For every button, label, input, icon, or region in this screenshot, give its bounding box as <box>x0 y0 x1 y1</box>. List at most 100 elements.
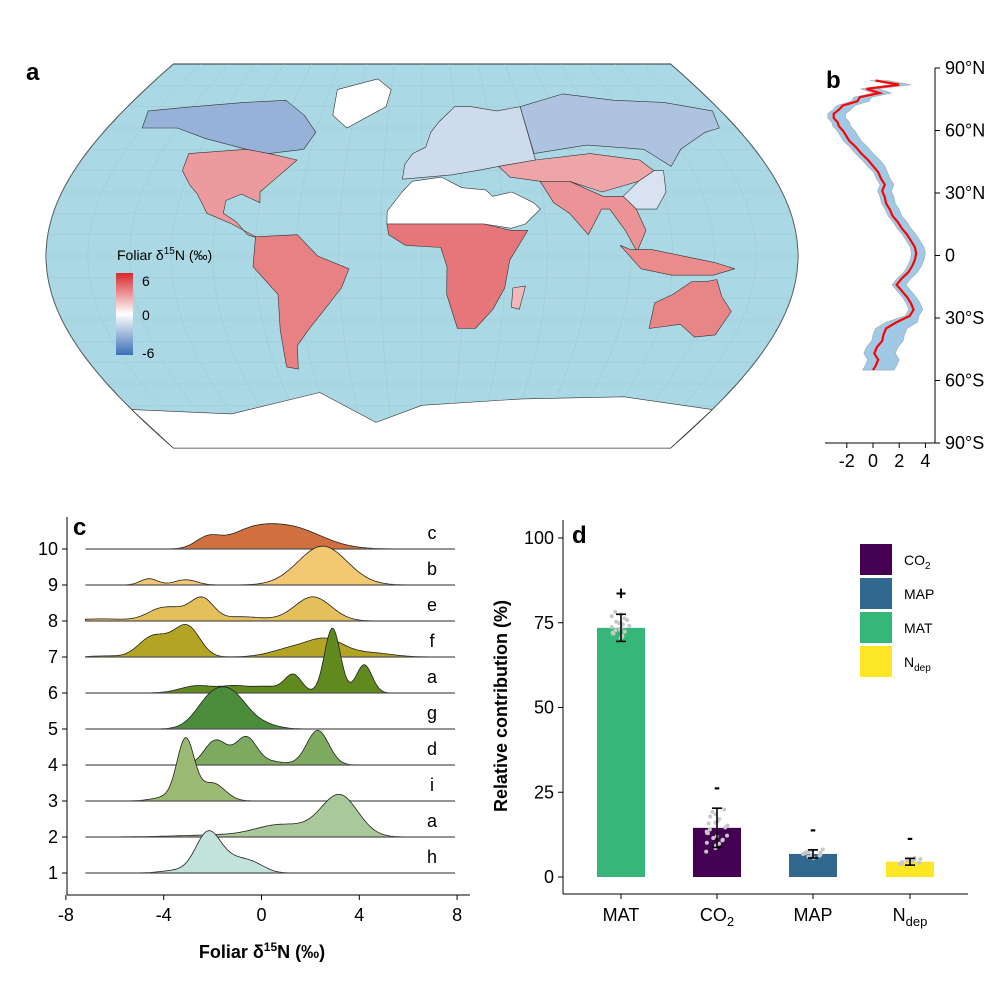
legend-entry: CO2 <box>860 544 931 575</box>
land-south-america <box>252 234 350 370</box>
d-x-tick: MAT <box>603 894 640 925</box>
svg-text:5: 5 <box>48 719 58 739</box>
svg-text:4: 4 <box>48 755 58 775</box>
latitude-uncertainty-band <box>827 80 926 371</box>
b-y-tick: 90°N <box>935 58 985 78</box>
svg-text:0: 0 <box>256 905 266 925</box>
colorbar-tick-min: -6 <box>142 345 155 361</box>
d-x-tick: MAP <box>793 894 833 925</box>
b-y-ticks: 90°N 60°N 30°N 0 30°S 60°S 90°S <box>935 58 985 453</box>
c-x-tick: 4 <box>354 895 364 925</box>
d-x-tick: CO2 <box>700 894 734 929</box>
land-africa-south <box>386 223 529 329</box>
d-x-tick: Ndep <box>893 894 928 929</box>
d-legend: CO2 MAP MAT Ndep <box>860 544 934 677</box>
data-point <box>609 624 614 629</box>
svg-text:MAT: MAT <box>603 905 640 925</box>
c-x-tick: -8 <box>58 895 74 925</box>
c-y-tick: 2 <box>48 827 67 847</box>
b-x-tick: 4 <box>920 443 930 471</box>
panel-label-c: c <box>73 514 86 541</box>
c-y-tick: 4 <box>48 755 67 775</box>
svg-text:1: 1 <box>48 863 58 883</box>
svg-text:CO2: CO2 <box>904 552 931 572</box>
ridge-3 <box>85 737 453 802</box>
bar <box>886 861 934 877</box>
b-y-tick: 30°N <box>935 183 985 203</box>
svg-text:8: 8 <box>452 905 462 925</box>
c-y-tick: 10 <box>38 539 67 559</box>
b-y-tick: 90°S <box>935 433 984 453</box>
data-point <box>710 809 715 814</box>
svg-text:MAP: MAP <box>904 586 934 602</box>
panel-d-bar-chart: d + - - - 0 25 50 75 100 Relative contribut… <box>491 520 968 929</box>
data-point <box>706 821 711 826</box>
land-north-america-north <box>141 100 317 154</box>
ridge-7 <box>85 623 453 658</box>
c-x-tick: 8 <box>452 895 462 925</box>
significance-sign: + <box>616 583 627 603</box>
data-point <box>722 807 727 812</box>
ridge-group-label: c <box>428 523 437 543</box>
ridge-group-label: d <box>427 739 437 759</box>
significance-sign: - <box>714 777 720 797</box>
c-y-tick: 5 <box>48 719 67 739</box>
d-y-tick: 25 <box>534 782 563 802</box>
b-x-tick: 0 <box>868 443 878 471</box>
data-point <box>611 631 616 636</box>
data-point <box>717 841 722 846</box>
land-greenland <box>332 78 392 129</box>
svg-text:Ndep: Ndep <box>904 654 931 674</box>
panel-a-map: a Foliar δ15N (‰) 6 0 -6 <box>26 59 799 449</box>
data-point <box>820 847 825 852</box>
data-point <box>622 616 627 621</box>
data-point <box>627 623 632 628</box>
d-y-tick: 75 <box>534 613 563 633</box>
svg-text:3: 3 <box>48 791 58 811</box>
ridge-6 <box>85 627 453 694</box>
ridge-group-label: h <box>427 847 437 867</box>
b-y-tick: 0 <box>935 246 955 266</box>
svg-text:Ndep: Ndep <box>893 905 928 929</box>
error-bar <box>808 849 818 859</box>
svg-text:75: 75 <box>534 613 554 633</box>
ridge-8 <box>85 596 453 622</box>
data-point <box>708 814 713 819</box>
ridge-4 <box>85 729 453 766</box>
panel-b-latitude-profile: b 90°N 60°N 30°N 0 30°S 60°S 90°S -2 0 2… <box>825 58 985 471</box>
data-point <box>614 619 619 624</box>
svg-text:4: 4 <box>354 905 364 925</box>
data-point <box>622 629 627 634</box>
c-x-ticks: -8 -4 0 4 8 <box>58 895 462 925</box>
data-point <box>725 833 730 838</box>
b-x-ticks: -2 0 2 4 <box>839 443 930 471</box>
ridge-group-label: a <box>427 811 438 831</box>
data-point <box>704 849 709 854</box>
data-point <box>720 837 725 842</box>
land-australia <box>648 279 732 338</box>
land-europe <box>402 106 536 180</box>
land-indonesia <box>619 245 736 276</box>
ridge-10 <box>85 523 453 550</box>
land-antarctica <box>131 392 713 448</box>
latitude-mean-line <box>832 79 918 371</box>
ridge-group-label: f <box>429 631 435 651</box>
svg-text:-8: -8 <box>58 905 74 925</box>
svg-text:30°N: 30°N <box>945 183 985 203</box>
data-point <box>704 830 709 835</box>
colorbar-title: Foliar δ15N (‰) <box>117 246 212 263</box>
svg-text:10: 10 <box>38 539 58 559</box>
svg-text:CO2: CO2 <box>700 905 734 929</box>
svg-text:6: 6 <box>48 683 58 703</box>
c-y-ticks: 10 9 8 7 6 5 4 3 2 1 <box>38 539 67 883</box>
bar <box>789 853 837 877</box>
c-x-tick: 0 <box>256 895 267 925</box>
svg-text:2: 2 <box>48 827 58 847</box>
c-y-tick: 6 <box>48 683 67 703</box>
c-y-tick: 7 <box>48 647 67 667</box>
d-y-tick: 100 <box>524 528 563 548</box>
svg-text:25: 25 <box>534 782 554 802</box>
significance-sign: - <box>810 819 816 839</box>
svg-text:9: 9 <box>48 575 58 595</box>
